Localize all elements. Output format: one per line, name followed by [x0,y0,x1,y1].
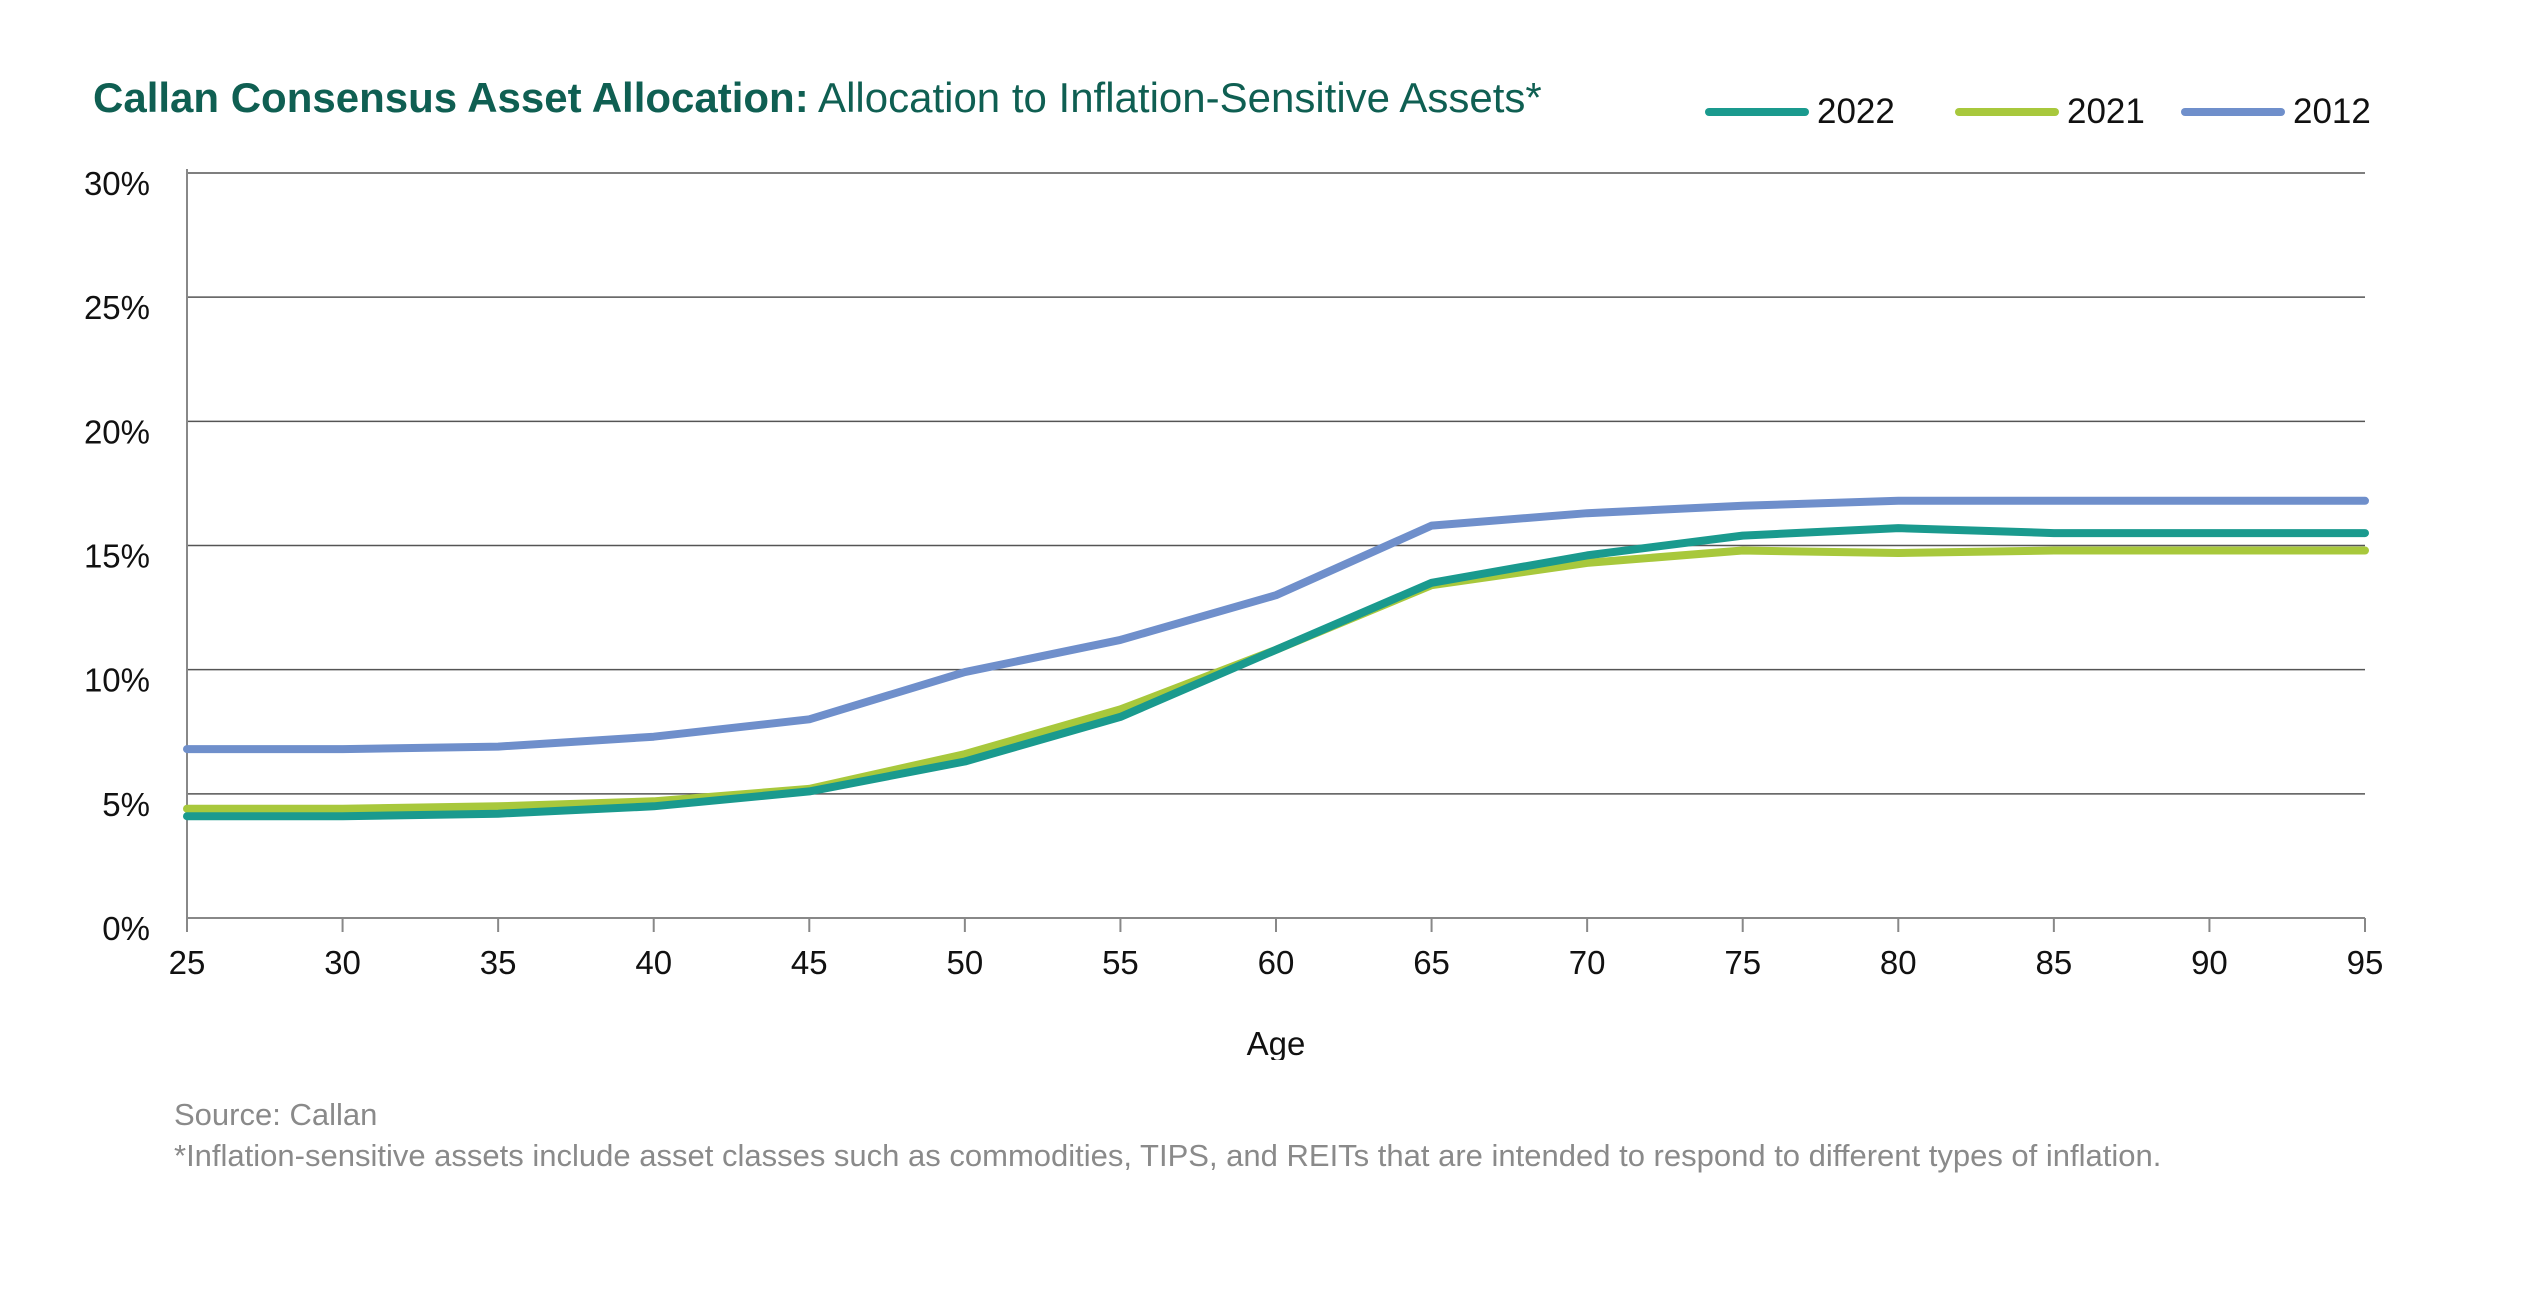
x-tick-label: 40 [635,944,672,981]
legend-label-2022: 2022 [1817,92,1895,131]
x-axis-label: Age [1247,1025,1306,1060]
y-tick-label: 20% [84,413,150,450]
x-tick-label: 65 [1413,944,1450,981]
x-tick-label: 25 [169,944,206,981]
legend-label-2021: 2021 [2067,92,2145,131]
x-tick-label: 55 [1102,944,1139,981]
x-tick-label: 50 [946,944,983,981]
legend-swatch-2021 [1955,108,2059,116]
x-tick-label: 60 [1258,944,1295,981]
footnote: *Inflation-sensitive assets include asse… [174,1138,2162,1173]
y-tick-label: 10% [84,662,150,699]
x-tick-label: 75 [1724,944,1761,981]
y-tick-label: 25% [84,289,150,326]
x-tick-label: 90 [2191,944,2228,981]
legend-item-2022: 2022 [1705,90,1895,134]
series-line-2012 [183,496,2369,754]
chart-title: Callan Consensus Asset Allocation: Alloc… [93,74,1542,122]
legend-item-2021: 2021 [1955,90,2145,134]
source-note: Source: Callan [174,1097,378,1132]
x-tick-label: 80 [1880,944,1917,981]
series-line-2021 [183,546,2369,813]
legend-item-2012: 2012 [2181,90,2371,134]
legend-swatch-2022 [1705,108,1809,116]
legend-label-2012: 2012 [2293,92,2371,131]
x-tick-label: 45 [791,944,828,981]
y-tick-label: 0% [102,910,150,947]
x-tick-label: 70 [1569,944,1606,981]
line-chart: 0% 5% 10% 15% 20% 25% 30% 25 30 35 40 45 50 55 60 65 70 7… [84,165,2384,1060]
chart-title-rest: Allocation to Inflation-Sensitive Assets… [808,74,1542,121]
x-tick-label: 35 [480,944,517,981]
chart-title-bold: Callan Consensus Asset Allocation: [93,74,809,121]
y-tick-label: 5% [102,786,150,823]
x-tick-label: 85 [2035,944,2072,981]
x-tick-label: 30 [324,944,361,981]
y-tick-label: 30% [84,165,150,202]
series-line-2022 [183,524,2369,821]
legend-swatch-2012 [2181,108,2285,116]
x-tick-label: 95 [2347,944,2384,981]
y-tick-label: 15% [84,538,150,575]
